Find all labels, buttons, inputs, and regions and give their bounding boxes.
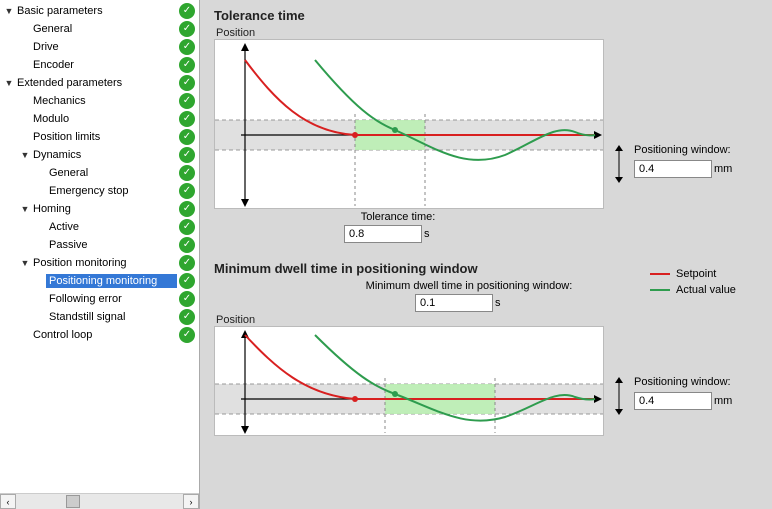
poswin-unit: mm (714, 395, 742, 407)
status-ok-icon: ✓ (179, 327, 195, 343)
status-ok-icon: ✓ (179, 237, 195, 253)
tolerance-time-input[interactable] (344, 225, 422, 243)
tree-item[interactable]: ▼Homing✓ (0, 200, 199, 218)
status-ok-icon: ✓ (179, 21, 195, 37)
tree-item-label: Extended parameters (14, 76, 177, 90)
tree-item[interactable]: Modulo✓ (0, 110, 199, 128)
section-tolerance-time: Tolerance time Position Tolerance time: … (214, 8, 758, 243)
tree-item-label: Encoder (30, 58, 177, 72)
tree-item[interactable]: Control loop✓ (0, 326, 199, 344)
tree-item[interactable]: Encoder✓ (0, 56, 199, 74)
status-ok-icon: ✓ (179, 39, 195, 55)
scroll-left-button[interactable]: ‹ (0, 494, 16, 509)
dwell-time-label: Minimum dwell time in positioning window… (366, 280, 573, 292)
status-ok-icon: ✓ (179, 111, 195, 127)
legend-setpoint-label: Setpoint (676, 268, 716, 280)
status-ok-icon: ✓ (179, 255, 195, 271)
poswin-bracket-icon (612, 145, 626, 183)
tree-item[interactable]: Emergency stop✓ (0, 182, 199, 200)
tree-item[interactable]: ▼Extended parameters✓ (0, 74, 199, 92)
status-ok-icon: ✓ (179, 291, 195, 307)
tree-item[interactable]: Passive✓ (0, 236, 199, 254)
status-ok-icon: ✓ (179, 309, 195, 325)
tree-item[interactable]: Following error✓ (0, 290, 199, 308)
poswin-unit: mm (714, 163, 742, 175)
sidebar-scrollbar[interactable]: ‹ › (0, 493, 199, 509)
tree-item-label: Active (46, 220, 177, 234)
poswin-bracket-icon (612, 377, 626, 415)
poswin-input[interactable] (634, 160, 712, 178)
caret-icon: ▼ (4, 78, 14, 88)
chart-legend: Setpoint Actual value (650, 268, 736, 300)
tree-item-label: Following error (46, 292, 177, 306)
poswin-label: Positioning window: (634, 376, 742, 388)
legend-actual-label: Actual value (676, 284, 736, 296)
tolerance-chart (214, 39, 604, 209)
tree-item[interactable]: General✓ (0, 20, 199, 38)
tree-item[interactable]: General✓ (0, 164, 199, 182)
status-ok-icon: ✓ (179, 93, 195, 109)
status-ok-icon: ✓ (179, 129, 195, 145)
section-title: Tolerance time (214, 8, 758, 23)
status-ok-icon: ✓ (179, 219, 195, 235)
dwell-time-unit: s (495, 297, 523, 309)
y-axis-label: Position (216, 314, 758, 326)
tree-item-label: Mechanics (30, 94, 177, 108)
tree-item-label: Modulo (30, 112, 177, 126)
tolerance-time-unit: s (424, 228, 452, 240)
caret-icon: ▼ (20, 204, 30, 214)
scroll-thumb[interactable] (66, 495, 80, 508)
sidebar: ▼Basic parameters✓General✓Drive✓Encoder✓… (0, 0, 200, 509)
tree-item-label: Emergency stop (46, 184, 177, 198)
poswin-input[interactable] (634, 392, 712, 410)
caret-icon: ▼ (20, 258, 30, 268)
tree-item[interactable]: Active✓ (0, 218, 199, 236)
status-ok-icon: ✓ (179, 75, 195, 91)
tree-item[interactable]: Mechanics✓ (0, 92, 199, 110)
tree-item-label: Passive (46, 238, 177, 252)
tree-item-label: Dynamics (30, 148, 177, 162)
tree-item-label: General (46, 166, 177, 180)
tree-item-label: Control loop (30, 328, 177, 342)
legend-actual-swatch (650, 289, 670, 291)
legend-setpoint-swatch (650, 273, 670, 275)
tree-item-label: Positioning monitoring (46, 274, 177, 288)
dwell-time-input[interactable] (415, 294, 493, 312)
tree-item[interactable]: ▼Dynamics✓ (0, 146, 199, 164)
status-ok-icon: ✓ (179, 273, 195, 289)
tolerance-time-label: Tolerance time: (361, 211, 436, 223)
y-axis-label: Position (216, 27, 758, 39)
tree-item[interactable]: Standstill signal✓ (0, 308, 199, 326)
tree-item-label: Standstill signal (46, 310, 177, 324)
poswin-label: Positioning window: (634, 144, 742, 156)
caret-icon: ▼ (4, 6, 14, 16)
tree-item[interactable]: ▼Position monitoring✓ (0, 254, 199, 272)
status-ok-icon: ✓ (179, 3, 195, 19)
tree-item-label: Position monitoring (30, 256, 177, 270)
tree-item[interactable]: Drive✓ (0, 38, 199, 56)
tree-item-label: Position limits (30, 130, 177, 144)
status-ok-icon: ✓ (179, 57, 195, 73)
tree-item-label: Homing (30, 202, 177, 216)
status-ok-icon: ✓ (179, 165, 195, 181)
tree-item[interactable]: ▼Basic parameters✓ (0, 2, 199, 20)
tree-item[interactable]: Position limits✓ (0, 128, 199, 146)
scroll-right-button[interactable]: › (183, 494, 199, 509)
status-ok-icon: ✓ (179, 201, 195, 217)
main-panel: Tolerance time Position Tolerance time: … (200, 0, 772, 509)
tree-item-label: Basic parameters (14, 4, 177, 18)
dwell-chart (214, 326, 604, 436)
tree-item[interactable]: Positioning monitoring✓ (0, 272, 199, 290)
status-ok-icon: ✓ (179, 183, 195, 199)
tree-item-label: Drive (30, 40, 177, 54)
parameter-tree[interactable]: ▼Basic parameters✓General✓Drive✓Encoder✓… (0, 0, 199, 493)
scroll-track[interactable] (16, 494, 183, 509)
caret-icon: ▼ (20, 150, 30, 160)
tree-item-label: General (30, 22, 177, 36)
status-ok-icon: ✓ (179, 147, 195, 163)
